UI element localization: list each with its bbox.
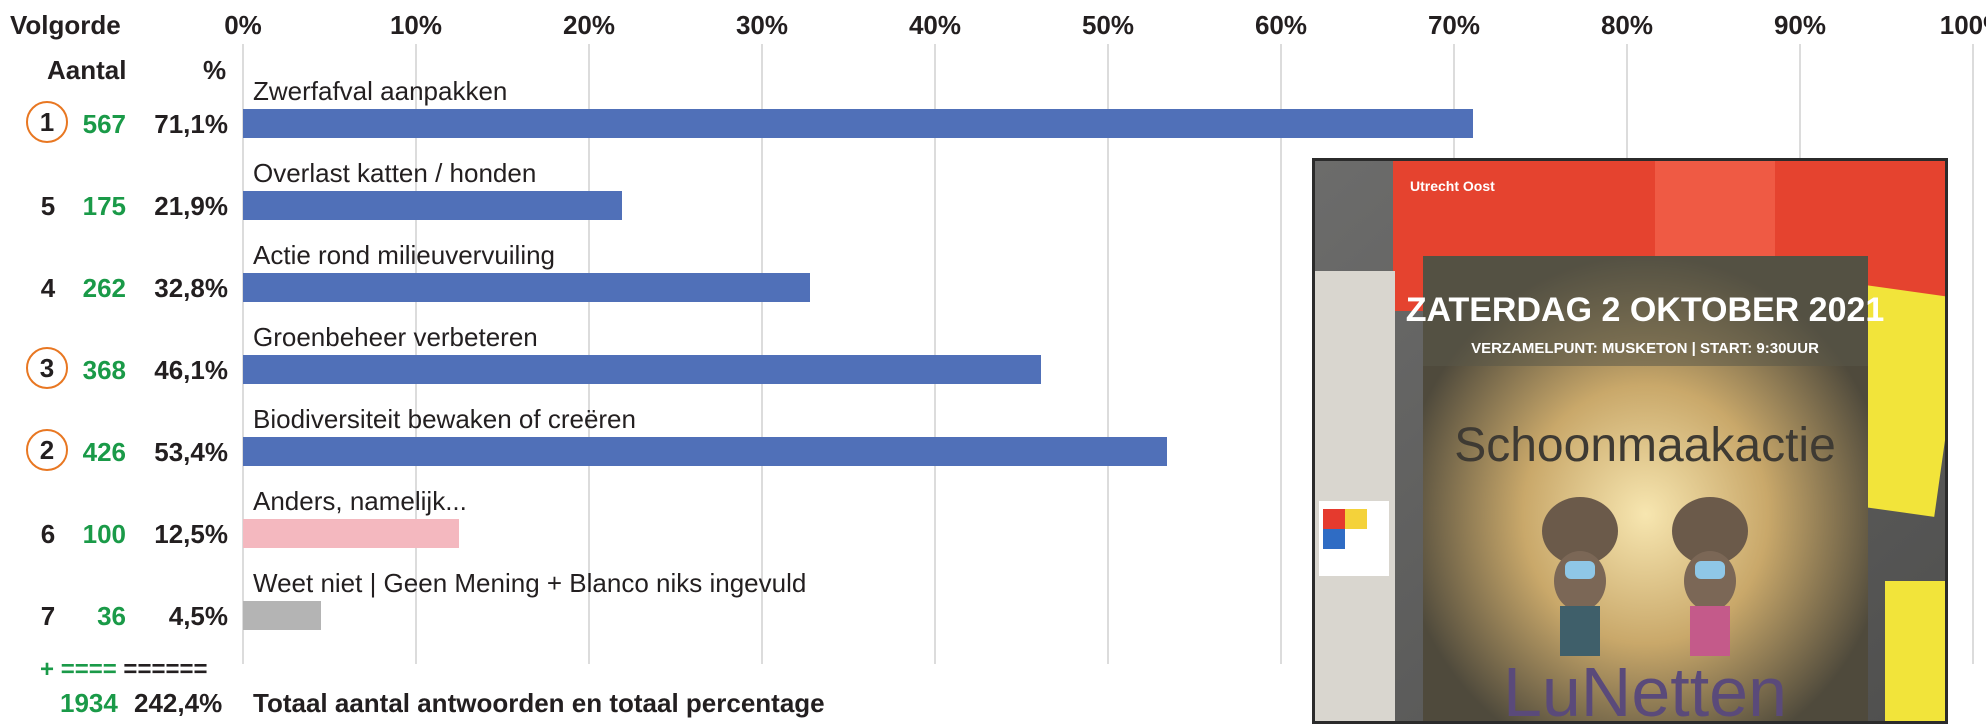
- bar: [243, 355, 1041, 384]
- gridline: [1972, 44, 1974, 664]
- percent-label: 71,1%: [154, 109, 228, 139]
- bar: [243, 519, 460, 548]
- percent-label: 46,1%: [154, 355, 228, 385]
- percent-label: 4,5%: [168, 601, 228, 631]
- header-aantal: Aantal: [47, 55, 127, 85]
- rank-label: 4: [40, 273, 56, 303]
- percent-label: 21,9%: [154, 191, 228, 221]
- gridline: [415, 44, 417, 664]
- totals-plus: +: [40, 656, 55, 683]
- bar: [243, 191, 622, 220]
- x-tick-label: 60%: [1254, 10, 1308, 40]
- rank-label: 5: [40, 191, 56, 221]
- bar: [243, 109, 1474, 138]
- category-label: Weet niet | Geen Mening + Blanco niks in…: [253, 568, 807, 598]
- bar: [243, 273, 811, 302]
- poster-line2: VERZAMELPUNT: MUSKETON | START: 9:30UUR: [1471, 340, 1819, 357]
- rank-label: 6: [40, 519, 56, 549]
- count-label: 100: [82, 519, 126, 549]
- poster-line1: ZATERDAG 2 OKTOBER 2021: [1406, 291, 1885, 329]
- count-label: 567: [82, 109, 126, 139]
- x-tick-label: 20%: [562, 10, 616, 40]
- percent-label: 12,5%: [154, 519, 228, 549]
- bar: [243, 437, 1167, 466]
- rank-label: 1: [26, 101, 68, 143]
- poster-photo: Utrecht Oost ZATERDAG 2 OKTOBER 2021 VER…: [1312, 158, 1948, 724]
- x-tick-label: 70%: [1427, 10, 1481, 40]
- notice-title: Utrecht Oost: [1410, 178, 1495, 194]
- x-tick-label: 50%: [1081, 10, 1135, 40]
- rank-label: 3: [26, 347, 68, 389]
- x-tick-label: 30%: [735, 10, 789, 40]
- gridline: [761, 44, 763, 664]
- totals-count: 1934: [60, 688, 118, 718]
- gridline: [588, 44, 590, 664]
- totals-percent: 242,4%: [134, 688, 223, 718]
- count-label: 36: [97, 601, 126, 631]
- rank-label: 2: [26, 429, 68, 471]
- percent-label: 32,8%: [154, 273, 228, 303]
- totals-pct-sep: ======: [123, 656, 208, 683]
- count-label: 262: [82, 273, 126, 303]
- x-tick-label: 100%: [1939, 10, 1986, 40]
- x-tick-label: 90%: [1773, 10, 1827, 40]
- category-label: Zwerfafval aanpakken: [253, 76, 508, 106]
- poster-footer: LuNetten: [1503, 653, 1787, 721]
- category-label: Actie rond milieuvervuiling: [253, 240, 556, 270]
- totals-count-sep: ====: [60, 656, 117, 683]
- gridline: [242, 44, 244, 664]
- percent-label: 53,4%: [154, 437, 228, 467]
- bar: [243, 601, 321, 630]
- x-tick-label: 0%: [224, 10, 262, 40]
- count-label: 368: [82, 355, 126, 385]
- totals-separator: + ==== ======: [40, 656, 208, 684]
- count-label: 175: [82, 191, 126, 221]
- totals-label: Totaal aantal antwoorden en totaal perce…: [253, 688, 825, 718]
- header-percent: %: [203, 55, 227, 85]
- category-label: Biodiversiteit bewaken of creëren: [253, 404, 636, 434]
- x-tick-label: 80%: [1600, 10, 1654, 40]
- count-label: 426: [82, 437, 126, 467]
- header-volgorde: Volgorde: [10, 10, 121, 40]
- gridline: [1280, 44, 1282, 664]
- gridline: [1107, 44, 1109, 664]
- gridline: [934, 44, 936, 664]
- category-label: Groenbeheer verbeteren: [253, 322, 538, 352]
- category-label: Overlast katten / honden: [253, 158, 537, 188]
- x-tick-label: 40%: [908, 10, 962, 40]
- category-label: Anders, namelijk...: [253, 486, 467, 516]
- poster-title: Schoonmaakactie: [1454, 419, 1836, 472]
- x-tick-label: 10%: [389, 10, 443, 40]
- rank-label: 7: [40, 601, 56, 631]
